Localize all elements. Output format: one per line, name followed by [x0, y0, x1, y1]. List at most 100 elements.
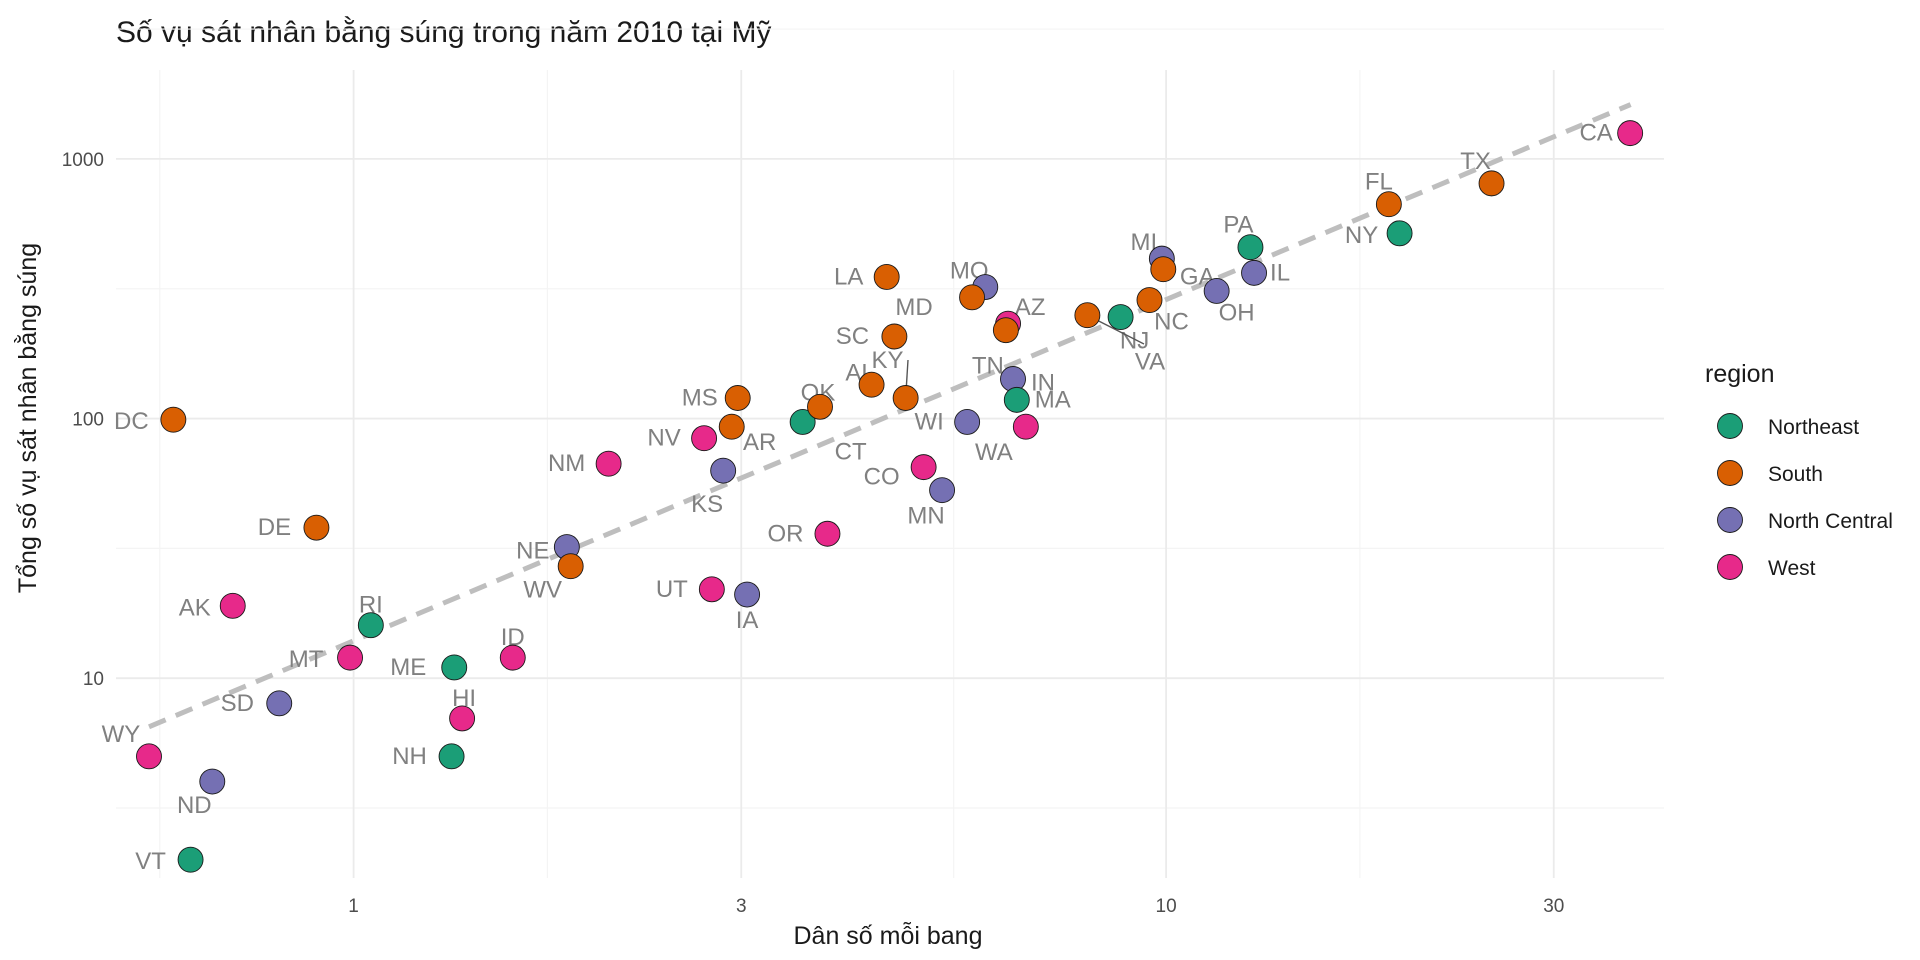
data-point: [910, 454, 937, 481]
data-point: [1074, 302, 1101, 329]
point-label: NM: [548, 450, 585, 477]
data-point: [789, 409, 816, 435]
y-axis-title: Tổng số vụ sát nhân bằng súng: [13, 243, 42, 593]
point-label: MN: [907, 503, 944, 530]
point-label: PA: [1223, 212, 1253, 239]
data-point: [199, 768, 226, 795]
data-point: [807, 393, 833, 420]
point-label: VT: [135, 848, 166, 875]
data-point: [1150, 256, 1177, 283]
point-label: AZ: [1015, 294, 1046, 321]
point-label: WA: [975, 439, 1013, 466]
data-point: [1107, 304, 1134, 330]
grid: [116, 28, 1664, 878]
data-point: [954, 409, 981, 435]
data-point: [499, 644, 526, 671]
legend-swatch: [1717, 413, 1743, 439]
y-axis-ticks: 10 100 1000: [62, 150, 104, 690]
legend-swatch: [1717, 554, 1743, 580]
data-point: [724, 385, 751, 411]
point-label: UT: [656, 576, 688, 603]
point-label: ND: [177, 792, 212, 819]
data-point: [357, 612, 384, 639]
data-point: [177, 846, 204, 873]
point-label: NV: [647, 425, 680, 452]
point-label: NH: [392, 743, 427, 770]
point-label: SD: [221, 690, 254, 717]
legend-entry: North Central: [1768, 510, 1893, 533]
data-point: [1617, 120, 1644, 147]
point-label: ME: [390, 654, 426, 681]
data-point: [992, 317, 1019, 344]
data-point: [136, 743, 162, 770]
y-tick-label: 10: [83, 669, 104, 690]
data-point: [1241, 259, 1267, 286]
point-label: CO: [864, 464, 900, 491]
data-point: [1012, 413, 1039, 440]
data-point: [873, 264, 900, 290]
point-label: IA: [736, 607, 759, 634]
data-point: [1003, 386, 1030, 413]
data-point: [337, 644, 364, 671]
point-label: FL: [1365, 169, 1393, 196]
point-label: NC: [1154, 309, 1189, 336]
data-point: [1203, 278, 1230, 304]
data-point: [691, 425, 718, 452]
data-point: [1237, 234, 1264, 261]
x-axis-ticks: 1 3 10 30: [348, 896, 1564, 917]
data-point: [557, 553, 584, 580]
y-tick-label: 100: [72, 410, 104, 431]
data-point: [892, 385, 919, 411]
point-label: TX: [1460, 148, 1491, 175]
point-label: NY: [1345, 222, 1378, 249]
point-label: CA: [1579, 120, 1612, 147]
x-tick-label: 1: [348, 896, 359, 917]
data-point: [710, 457, 737, 484]
x-tick-label: 3: [736, 896, 747, 917]
data-point: [441, 654, 468, 681]
point-label: IL: [1270, 259, 1290, 286]
x-tick-label: 10: [1156, 896, 1177, 917]
point-label: KS: [691, 491, 723, 518]
point-label: OR: [767, 520, 803, 547]
data-point: [698, 576, 725, 603]
point-label: MD: [895, 294, 932, 321]
legend-title: region: [1705, 360, 1775, 388]
legend-swatch: [1717, 507, 1743, 533]
point-label: MS: [682, 384, 718, 411]
data-point: [219, 592, 246, 619]
y-tick-label: 1000: [62, 150, 104, 171]
data-point: [160, 406, 187, 433]
point-label: DE: [258, 514, 291, 541]
data-point: [1136, 287, 1163, 314]
data-point: [595, 450, 622, 477]
data-point: [1375, 191, 1402, 218]
data-points: [136, 120, 1644, 873]
point-label: AK: [179, 594, 211, 621]
point-label: LA: [834, 263, 863, 290]
legend-entry: West: [1768, 557, 1816, 580]
point-label: KY: [872, 347, 904, 374]
point-label: WV: [523, 577, 562, 604]
point-label: AR: [743, 429, 776, 456]
point-label: IN: [1031, 370, 1055, 397]
legend: region Northeast South North Central West: [1705, 360, 1893, 580]
chart-title: Số vụ sát nhân bằng súng trong năm 2010 …: [116, 16, 771, 49]
data-point: [266, 690, 293, 717]
data-point: [438, 743, 465, 770]
data-point: [718, 413, 745, 440]
data-point: [303, 514, 330, 541]
legend-entry: Northeast: [1768, 416, 1859, 439]
legend-entry: South: [1768, 463, 1823, 486]
x-axis-title: Dân số mỗi bang: [793, 921, 982, 950]
data-point: [814, 520, 841, 547]
point-label: TN: [972, 353, 1004, 380]
point-label: NJ: [1120, 328, 1149, 355]
point-label: OH: [1219, 299, 1255, 326]
point-label: NE: [516, 538, 549, 565]
data-point: [449, 705, 476, 732]
data-point: [881, 323, 908, 350]
data-point: [858, 371, 885, 398]
